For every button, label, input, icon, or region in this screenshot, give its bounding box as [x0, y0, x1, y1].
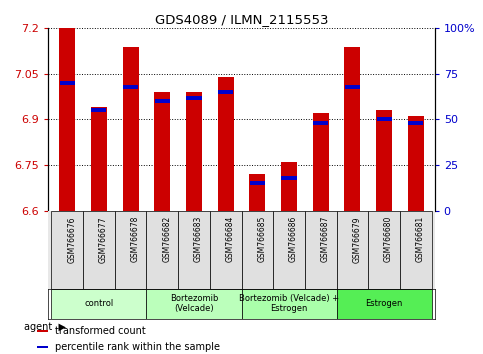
- Text: GSM766683: GSM766683: [194, 216, 203, 262]
- FancyBboxPatch shape: [337, 211, 368, 289]
- Bar: [344, 46, 360, 211]
- Text: Estrogen: Estrogen: [365, 299, 403, 308]
- Text: GSM766681: GSM766681: [416, 216, 425, 262]
- Text: GSM766686: GSM766686: [289, 216, 298, 262]
- FancyBboxPatch shape: [337, 289, 431, 319]
- Bar: [249, 174, 265, 211]
- FancyBboxPatch shape: [52, 211, 83, 289]
- FancyBboxPatch shape: [178, 211, 210, 289]
- Text: GSM766684: GSM766684: [226, 216, 235, 262]
- Bar: [376, 110, 392, 211]
- FancyBboxPatch shape: [273, 211, 305, 289]
- Bar: [186, 96, 201, 99]
- Text: GSM766682: GSM766682: [162, 216, 171, 262]
- FancyBboxPatch shape: [146, 211, 178, 289]
- Text: GSM766678: GSM766678: [130, 216, 140, 262]
- Bar: [186, 92, 202, 211]
- Bar: [408, 121, 423, 125]
- Bar: [37, 330, 48, 332]
- FancyBboxPatch shape: [115, 211, 146, 289]
- Bar: [377, 118, 392, 121]
- Text: transformed count: transformed count: [55, 326, 145, 336]
- Bar: [281, 162, 297, 211]
- FancyBboxPatch shape: [242, 289, 337, 319]
- Text: control: control: [85, 299, 114, 308]
- Bar: [123, 85, 138, 88]
- Text: Bortezomib (Velcade) +
Estrogen: Bortezomib (Velcade) + Estrogen: [239, 294, 339, 313]
- Text: GSM766677: GSM766677: [99, 216, 108, 263]
- Bar: [250, 181, 265, 185]
- Bar: [313, 113, 328, 211]
- Bar: [313, 121, 328, 125]
- Bar: [91, 108, 106, 112]
- FancyBboxPatch shape: [83, 211, 115, 289]
- Bar: [123, 46, 139, 211]
- Bar: [91, 107, 107, 211]
- Text: GSM766687: GSM766687: [321, 216, 330, 262]
- FancyBboxPatch shape: [146, 289, 242, 319]
- Bar: [59, 28, 75, 211]
- Text: percentile rank within the sample: percentile rank within the sample: [55, 342, 220, 352]
- FancyBboxPatch shape: [242, 211, 273, 289]
- Bar: [282, 176, 297, 180]
- Bar: [37, 346, 48, 348]
- Bar: [60, 81, 75, 85]
- Bar: [155, 92, 170, 211]
- Bar: [408, 116, 424, 211]
- Text: agent  ▶: agent ▶: [24, 322, 66, 332]
- Title: GDS4089 / ILMN_2115553: GDS4089 / ILMN_2115553: [155, 13, 328, 26]
- Bar: [218, 77, 234, 211]
- FancyBboxPatch shape: [52, 289, 146, 319]
- Bar: [155, 99, 170, 103]
- Bar: [345, 85, 360, 88]
- Text: GSM766680: GSM766680: [384, 216, 393, 262]
- Text: GSM766679: GSM766679: [353, 216, 361, 263]
- FancyBboxPatch shape: [210, 211, 242, 289]
- Bar: [218, 90, 233, 94]
- FancyBboxPatch shape: [400, 211, 431, 289]
- FancyBboxPatch shape: [368, 211, 400, 289]
- Text: Bortezomib
(Velcade): Bortezomib (Velcade): [170, 294, 218, 313]
- Text: GSM766676: GSM766676: [67, 216, 76, 263]
- FancyBboxPatch shape: [305, 211, 337, 289]
- Text: GSM766685: GSM766685: [257, 216, 266, 262]
